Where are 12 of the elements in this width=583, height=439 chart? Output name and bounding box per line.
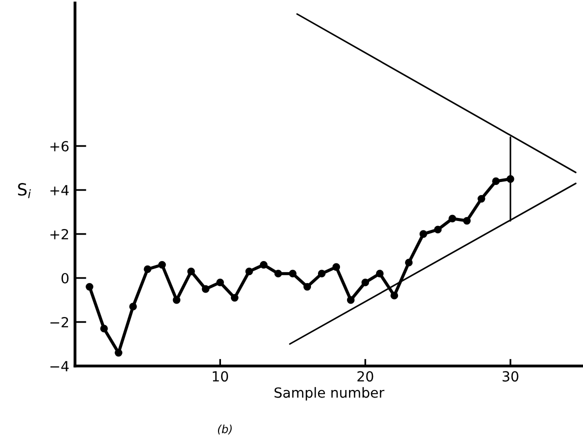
x-tick-label: 20 [357,371,374,382]
y-tick-label: 0 [62,272,69,284]
x-tick-label: 30 [502,371,518,382]
text: (b) [218,424,232,435]
y-tick-label: −2 [50,316,68,328]
y-axis-title: S$_{i}$ [18,183,31,198]
y-tick-label: +4 [50,185,69,196]
y-tick-label: −4 [50,361,69,372]
x-tick-label: 10 [212,371,228,382]
y-tick-label: +6 [50,140,69,152]
y-tick-label: +2 [50,228,68,240]
x-axis-title: Sample number [274,387,384,401]
